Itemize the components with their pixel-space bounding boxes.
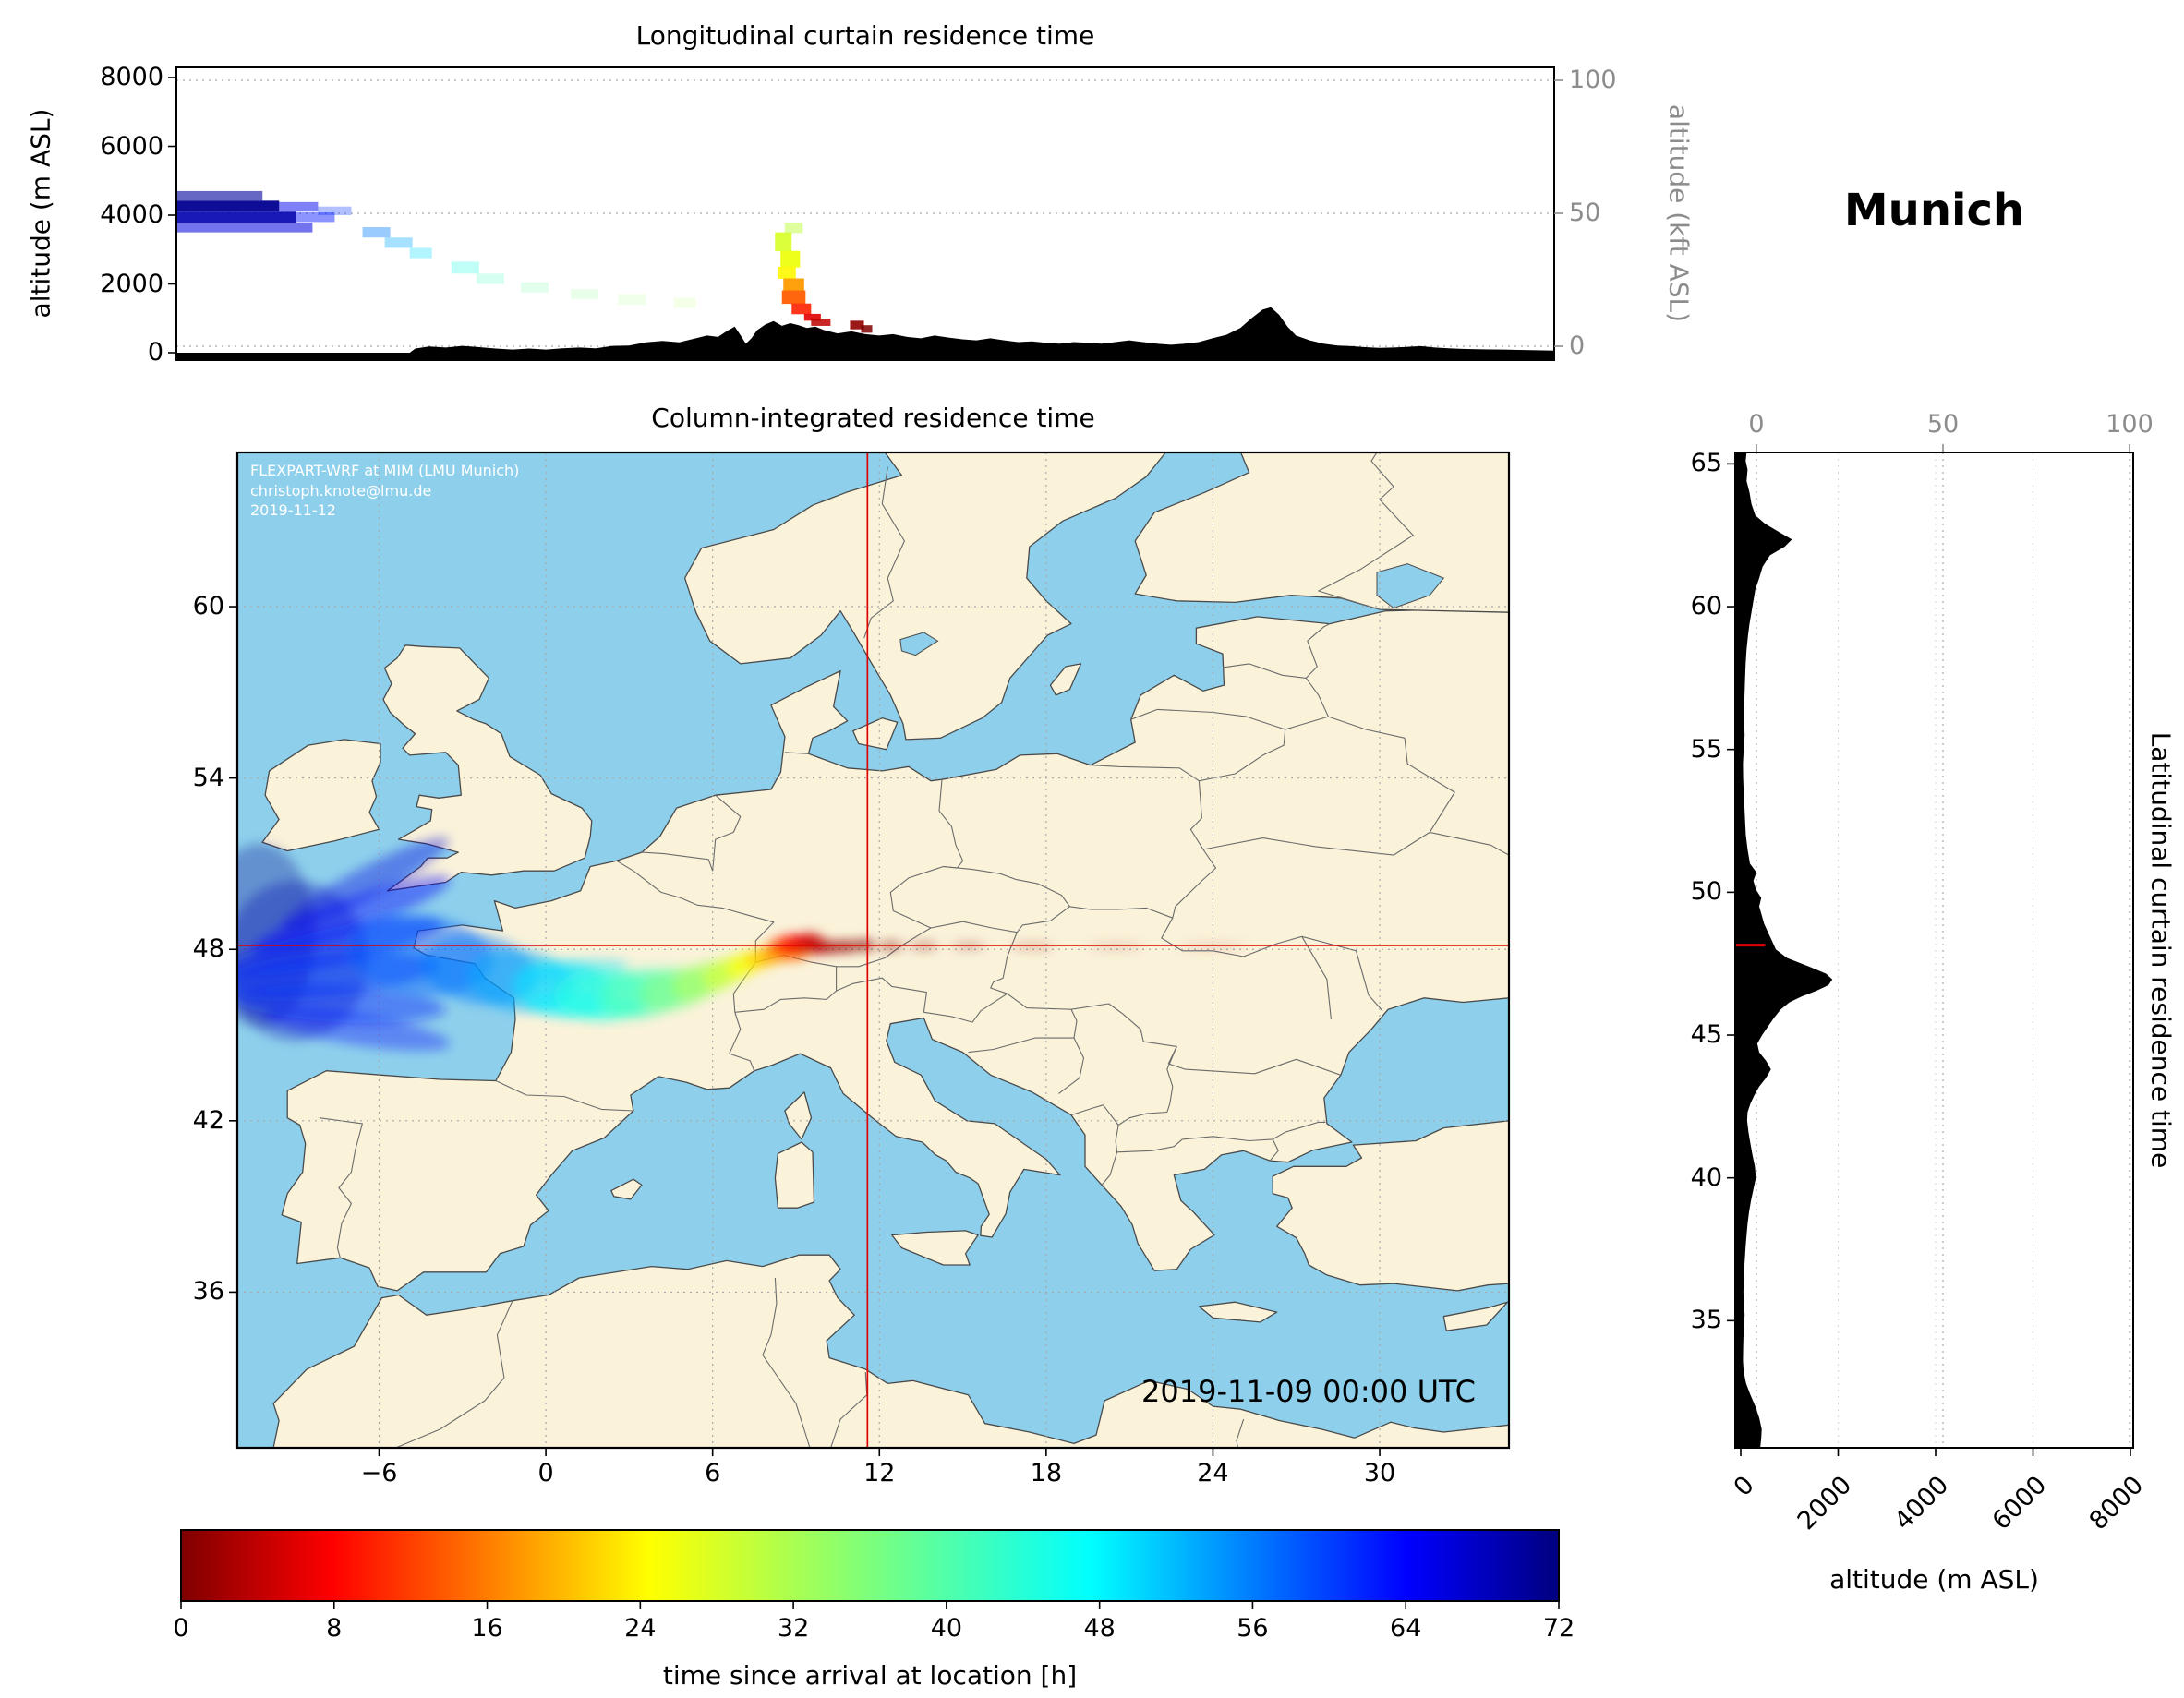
location-title: Munich (1843, 185, 2025, 236)
alt-kft-tick-label: 50 (1569, 199, 1601, 227)
top-panel-title: Longitudinal curtain residence time (635, 20, 1095, 51)
colorbar-tick-label: 8 (326, 1614, 343, 1643)
right-panel-xlabel: altitude (m ASL) (1829, 1564, 2039, 1595)
colorbar-tick-label: 64 (1390, 1614, 1422, 1643)
alt-m-tick-label: 0 (147, 338, 163, 367)
alt-m-tick-label: 6000 (100, 131, 163, 161)
kft-axis-label: altitude (kft ASL) (1663, 103, 1695, 323)
colorbar-tick-label: 72 (1542, 1614, 1575, 1643)
lon-tick-label: 30 (1363, 1459, 1396, 1487)
alt-kft-tick-label: 100 (1569, 66, 1617, 94)
lon-tick-label: −6 (360, 1459, 398, 1487)
credit-line-3: 2019-11-12 (250, 501, 336, 520)
top-panel-ylabel: altitude (m ASL) (25, 108, 56, 319)
alt-kft-tick-label: 0 (1569, 331, 1586, 360)
kft-tick-label: 100 (2106, 410, 2154, 439)
lon-tick-label: 24 (1197, 1459, 1229, 1487)
lat-tick-label: 35 (1690, 1306, 1722, 1335)
alt-m-tick-label: 8000 (100, 63, 163, 91)
kft-tick-label: 50 (1926, 410, 1960, 439)
lat-tick-label: 50 (1690, 877, 1722, 907)
map-panel-title: Column-integrated residence time (651, 403, 1095, 433)
lat-tick-label: 48 (192, 934, 224, 964)
credit-text: FLEXPART-WRF at MIM (LMU Munich) christo… (250, 461, 519, 521)
alt-m-tick-label: 4000 (100, 200, 163, 229)
lat-tick-label: 55 (1690, 734, 1722, 764)
colorbar-label: time since arrival at location [h] (662, 1660, 1078, 1691)
lon-tick-label: 6 (705, 1459, 721, 1487)
colorbar-tick-label: 0 (173, 1614, 189, 1643)
lat-tick-label: 65 (1690, 449, 1722, 478)
lon-tick-label: 18 (1030, 1459, 1063, 1487)
colorbar-tick-label: 56 (1237, 1614, 1269, 1643)
lat-tick-label: 42 (192, 1105, 224, 1135)
colorbar-tick-label: 40 (930, 1614, 963, 1643)
right-panel-title: Latitudinal curtain residence time (2145, 731, 2177, 1169)
colorbar-tick-label: 32 (777, 1614, 810, 1643)
colorbar-tick-label: 24 (624, 1614, 657, 1643)
credit-line-2: christoph.knote@lmu.de (250, 481, 432, 500)
lat-tick-label: 60 (1690, 592, 1722, 621)
timestamp-label: 2019-11-09 00:00 UTC (1141, 1374, 1476, 1409)
colorbar-tick-label: 16 (471, 1614, 503, 1643)
lon-tick-label: 0 (537, 1459, 554, 1487)
alt-m-tick-label: 2000 (100, 269, 163, 298)
kft-tick-label: 0 (1748, 410, 1765, 439)
credit-line-1: FLEXPART-WRF at MIM (LMU Munich) (250, 462, 520, 479)
lat-tick-label: 45 (1690, 1020, 1722, 1050)
lat-tick-label: 36 (192, 1277, 224, 1307)
lat-tick-label: 40 (1690, 1162, 1722, 1192)
lat-tick-label: 60 (192, 592, 224, 621)
lat-tick-label: 54 (192, 763, 224, 792)
lon-tick-label: 12 (863, 1459, 896, 1487)
colorbar-tick-label: 48 (1083, 1614, 1116, 1643)
